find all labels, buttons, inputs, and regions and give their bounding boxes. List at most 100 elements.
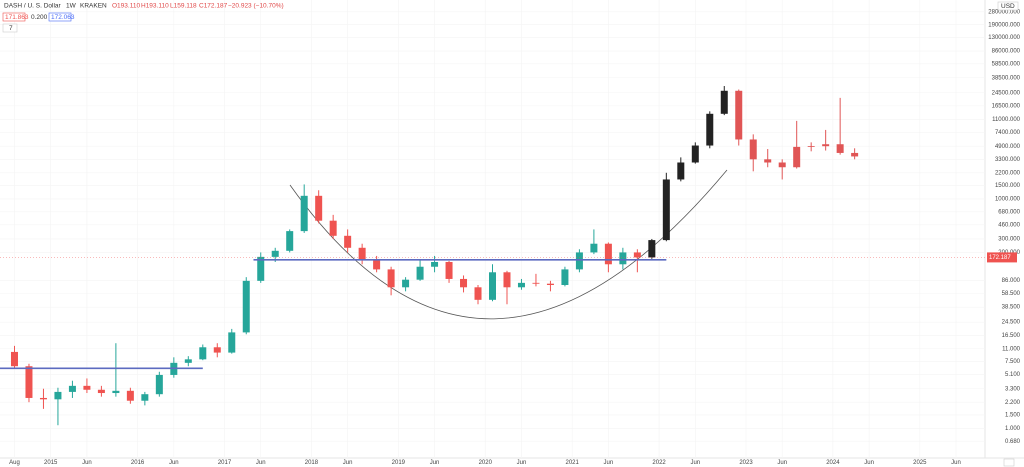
indicators-count: 7 [9, 25, 13, 32]
ask: 172.063 [51, 14, 75, 21]
candle-body [387, 269, 395, 288]
x-tick-label: Jun [256, 460, 266, 466]
candle-body [213, 347, 221, 353]
y-tick-label: 7400.000 [995, 130, 1021, 136]
y-tick-label: 4900.000 [995, 144, 1021, 150]
candle-body [286, 231, 294, 251]
candle-body [155, 374, 163, 395]
candle-body [271, 250, 279, 257]
y-tick-label: 38500.000 [992, 75, 1021, 81]
y-tick-label: 38.500 [1002, 305, 1021, 311]
settings-button[interactable] [1003, 458, 1015, 467]
candle-body [358, 247, 366, 260]
candle-body [83, 385, 91, 390]
candle-body [329, 220, 337, 236]
y-tick-label: 86.000 [1002, 278, 1021, 284]
x-tick-label: Jun [604, 460, 614, 466]
candle-body [836, 144, 844, 153]
x-tick-label: 2015 [44, 460, 58, 466]
bid: 171.863 [5, 14, 29, 21]
candle-body [25, 366, 33, 398]
x-tick-label: Jun [864, 460, 874, 466]
spread: 0.200 [31, 14, 48, 21]
currency: USD [1001, 3, 1015, 10]
candle-body [228, 332, 236, 353]
y-tick-label: 1.500 [1005, 413, 1021, 419]
candle-body [503, 272, 511, 288]
indicators-toggle[interactable] [2, 23, 18, 33]
y-tick-label: 0.680 [1005, 439, 1021, 445]
ohlc-high: H193.110 [141, 3, 169, 10]
candle-body [10, 351, 18, 367]
currency-box[interactable] [997, 1, 1019, 11]
candle-body [778, 162, 786, 168]
candle-body [822, 144, 830, 147]
y-tick-label: 3.300 [1005, 386, 1021, 392]
candle-body [373, 259, 381, 270]
x-tick-label: 2022 [652, 460, 666, 466]
x-tick-label: 2021 [565, 460, 579, 466]
candle-body [54, 391, 62, 400]
x-tick-label: Jun [343, 460, 353, 466]
x-tick-label: 2020 [479, 460, 493, 466]
x-tick-label: 2024 [826, 460, 840, 466]
exchange: KRAKEN [80, 3, 107, 10]
y-tick-label: 2200.000 [995, 170, 1021, 176]
y-tick-label: 11000.000 [992, 117, 1021, 123]
y-tick-label: 1000.000 [995, 197, 1021, 203]
x-tick-label: Jun [430, 460, 440, 466]
x-tick-label: Jun [690, 460, 700, 466]
candle-body [633, 252, 641, 258]
candle-body [344, 235, 352, 248]
candle-body [141, 394, 149, 401]
y-tick-label: 5.100 [1005, 372, 1021, 378]
candle-body [619, 252, 627, 265]
candle-body [691, 145, 699, 163]
y-tick-label: 130000.000 [988, 35, 1020, 41]
candle-body [720, 90, 728, 114]
y-tick-label: 3300.000 [995, 157, 1021, 163]
candle-body [199, 347, 207, 360]
bid-box[interactable] [2, 12, 26, 22]
y-tick-label: 280000.000 [988, 9, 1020, 15]
x-tick-label: Jun [951, 460, 961, 466]
candle-body [68, 385, 76, 392]
ohlc-low: L159.118 [170, 3, 197, 10]
candle-body [126, 390, 134, 401]
candle-body [517, 282, 525, 288]
ohlc-change: −20.923 (−10.70%) [228, 3, 284, 10]
symbol: DASH / U. S. Dollar [4, 3, 62, 10]
y-tick-label: 58500.000 [992, 61, 1021, 67]
candle-body [39, 397, 47, 400]
candle-body [402, 279, 410, 288]
candle-body [807, 146, 815, 148]
candle-body [590, 243, 598, 253]
y-tick-label: 16.500 [1002, 333, 1021, 339]
candle-body [851, 152, 859, 157]
ohlc-close: C172.187 [199, 3, 228, 10]
x-tick-label: 2023 [739, 460, 753, 466]
x-tick-label: 2019 [392, 460, 406, 466]
candle-body [735, 90, 743, 140]
ohlc-open: O193.110 [112, 3, 140, 10]
candle-body [315, 195, 323, 221]
y-tick-label: 58.500 [1002, 291, 1021, 297]
candle-body [431, 261, 439, 267]
y-tick-label: 2.200 [1005, 400, 1021, 406]
candle-body [561, 269, 569, 286]
candle-body [764, 159, 772, 163]
candle-body [532, 282, 540, 284]
candle-body [575, 252, 583, 270]
candle-body [489, 272, 496, 300]
arc-drawing [289, 169, 728, 320]
x-tick-label: Aug [9, 460, 20, 466]
y-tick-label: 680.000 [998, 209, 1020, 215]
candle-body [416, 266, 424, 280]
candle-body [793, 146, 801, 168]
ask-box[interactable] [48, 12, 72, 22]
x-tick-label: Jun [777, 460, 787, 466]
x-tick-label: Jun [517, 460, 527, 466]
y-tick-label: 11.000 [1002, 346, 1021, 352]
last-price-label: 172.187 [989, 255, 1011, 261]
